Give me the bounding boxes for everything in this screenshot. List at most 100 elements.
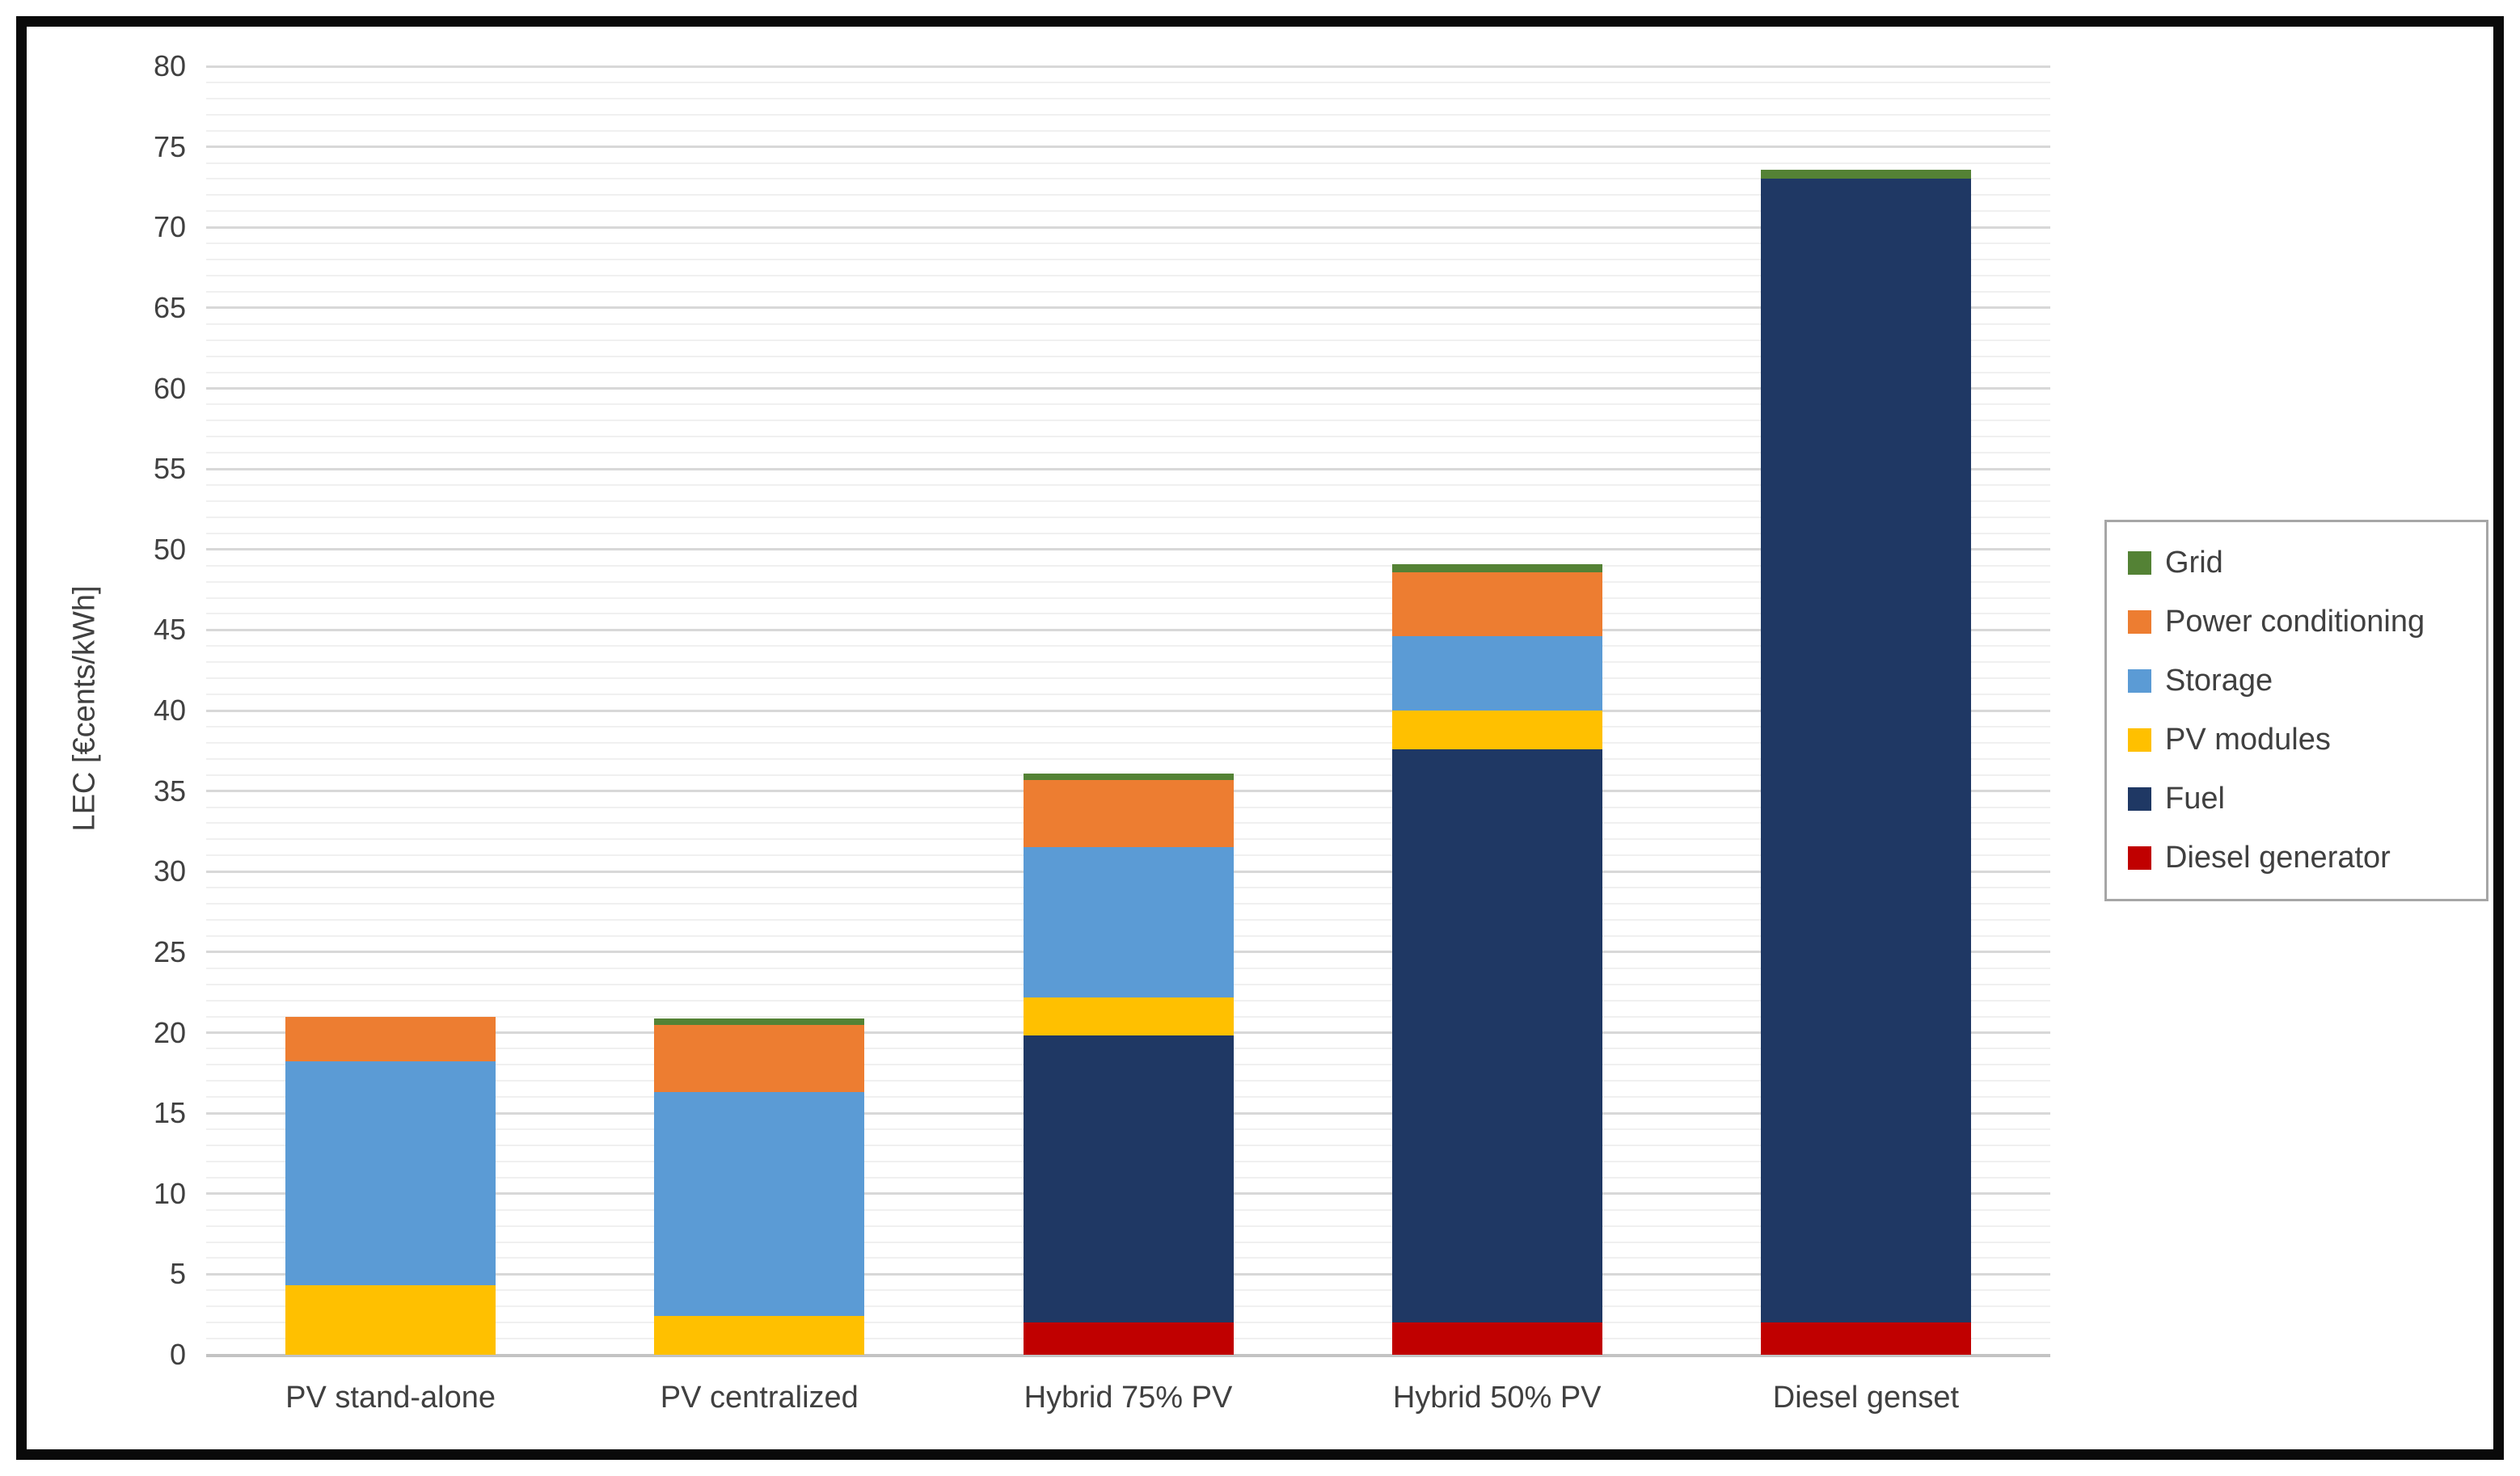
- legend-label: PV modules: [2165, 723, 2331, 757]
- gridline: [206, 275, 2050, 277]
- bar-segment-grid-diesel-genset: [1760, 169, 1971, 179]
- y-tick-label: 55: [153, 452, 186, 486]
- bar-segment-pv-modules-hybrid-75-pv: [1023, 997, 1234, 1036]
- legend-swatch-icon: [2128, 846, 2151, 870]
- legend-label: Diesel generator: [2165, 841, 2391, 875]
- gridline: [206, 757, 2050, 760]
- gridline: [206, 226, 2050, 229]
- gridline: [206, 548, 2050, 551]
- gridline: [206, 290, 2050, 293]
- gridline: [206, 580, 2050, 583]
- gridline: [206, 162, 2050, 164]
- gridline: [206, 741, 2050, 744]
- gridline: [206, 452, 2050, 454]
- bar-segment-fuel-hybrid-75-pv: [1023, 1035, 1234, 1323]
- y-tick-label: 45: [153, 613, 186, 647]
- bar-segment-fuel-hybrid-50-pv: [1391, 749, 1602, 1323]
- y-tick-label: 65: [153, 290, 186, 324]
- y-tick-label: 30: [153, 854, 186, 888]
- gridline: [206, 709, 2050, 712]
- gridline: [206, 259, 2050, 261]
- legend-item-power-conditioning: Power conditioning: [2128, 605, 2478, 639]
- gridline: [206, 467, 2050, 470]
- gridline: [206, 628, 2050, 631]
- bar-segment-grid-pv-centralized: [654, 1018, 865, 1025]
- gridline: [206, 81, 2050, 83]
- gridline: [206, 500, 2050, 502]
- gridline: [206, 403, 2050, 406]
- y-tick-label: 80: [153, 49, 186, 82]
- legend-label: Grid: [2165, 546, 2223, 580]
- legend-swatch-icon: [2128, 610, 2151, 634]
- bar-segment-storage-pv-centralized: [654, 1092, 865, 1317]
- legend-item-diesel-generator: Diesel generator: [2128, 841, 2478, 875]
- legend-swatch-icon: [2128, 728, 2151, 752]
- bar-segment-pv-modules-pv-stand-alone: [285, 1285, 496, 1355]
- x-category-label: Diesel genset: [1772, 1381, 1960, 1415]
- bar-segment-power-conditioning-hybrid-50-pv: [1391, 571, 1602, 637]
- x-axis-line: [206, 1353, 2050, 1357]
- gridline: [206, 210, 2050, 213]
- bar-segment-grid-hybrid-50-pv: [1391, 563, 1602, 572]
- bar-segment-storage-hybrid-75-pv: [1023, 847, 1234, 997]
- bar-segment-storage-pv-stand-alone: [285, 1061, 496, 1286]
- legend-label: Storage: [2165, 664, 2273, 698]
- gridline: [206, 645, 2050, 647]
- gridline: [206, 65, 2050, 68]
- bar-segment-power-conditioning-hybrid-75-pv: [1023, 779, 1234, 848]
- legend-item-fuel: Fuel: [2128, 782, 2478, 816]
- y-tick-label: 15: [153, 1096, 186, 1130]
- bar-segment-diesel-generator-diesel-genset: [1760, 1322, 1971, 1355]
- gridline: [206, 145, 2050, 149]
- y-tick-label: 0: [169, 1338, 186, 1371]
- gridline: [206, 597, 2050, 599]
- bar-segment-power-conditioning-pv-stand-alone: [285, 1016, 496, 1062]
- bar-segment-pv-modules-hybrid-50-pv: [1391, 711, 1602, 749]
- gridline: [206, 387, 2050, 390]
- legend-item-pv-modules: PV modules: [2128, 723, 2478, 757]
- x-category-label: Hybrid 75% PV: [1024, 1381, 1233, 1415]
- bar-segment-diesel-generator-hybrid-50-pv: [1391, 1322, 1602, 1355]
- y-tick-label: 5: [169, 1257, 186, 1291]
- legend-label: Fuel: [2165, 782, 2225, 816]
- gridline: [206, 661, 2050, 664]
- gridline: [206, 194, 2050, 196]
- legend: Grid Power conditioning Storage PV modules F…: [2104, 520, 2488, 901]
- legend-swatch-icon: [2128, 551, 2151, 575]
- bar-segment-storage-hybrid-50-pv: [1391, 636, 1602, 711]
- gridline: [206, 242, 2050, 245]
- y-tick-label: 70: [153, 210, 186, 244]
- gridline: [206, 484, 2050, 487]
- legend-item-grid: Grid: [2128, 546, 2478, 580]
- y-tick-label: 20: [153, 1015, 186, 1049]
- legend-label: Power conditioning: [2165, 605, 2425, 639]
- gridline: [206, 677, 2050, 680]
- gridline: [206, 532, 2050, 534]
- gridline: [206, 339, 2050, 341]
- bar-segment-diesel-generator-hybrid-75-pv: [1023, 1322, 1234, 1355]
- bar-segment-grid-hybrid-75-pv: [1023, 773, 1234, 780]
- x-category-label: Hybrid 50% PV: [1392, 1381, 1602, 1415]
- gridline: [206, 564, 2050, 567]
- bar-segment-fuel-diesel-genset: [1760, 179, 1971, 1323]
- legend-swatch-icon: [2128, 787, 2151, 811]
- y-tick-label: 60: [153, 371, 186, 405]
- y-tick-label: 40: [153, 694, 186, 727]
- bar-segment-power-conditioning-pv-centralized: [654, 1024, 865, 1093]
- gridline: [206, 323, 2050, 325]
- gridline: [206, 178, 2050, 180]
- gridline: [206, 113, 2050, 116]
- gridline: [206, 516, 2050, 518]
- legend-item-storage: Storage: [2128, 664, 2478, 698]
- y-tick-label: 75: [153, 129, 186, 163]
- gridline: [206, 97, 2050, 99]
- gridline: [206, 436, 2050, 438]
- gridline: [206, 371, 2050, 373]
- gridline: [206, 306, 2050, 310]
- gridline: [206, 420, 2050, 422]
- gridline: [206, 694, 2050, 696]
- gridline: [206, 725, 2050, 727]
- x-category-label: PV stand-alone: [285, 1381, 496, 1415]
- bar-segment-pv-modules-pv-centralized: [654, 1316, 865, 1355]
